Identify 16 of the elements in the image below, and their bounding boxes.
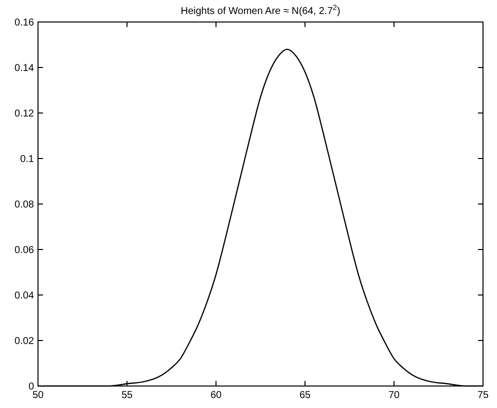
y-tick-label: 0.06 [14, 245, 34, 256]
x-tick-label: 65 [299, 390, 311, 401]
x-tick-label: 50 [32, 390, 44, 401]
y-tick-label: 0.14 [14, 63, 34, 74]
y-tick-label: 0.16 [14, 18, 34, 28]
x-tick-label: 60 [210, 390, 222, 401]
chart-title: Heights of Women Are ≈ N(64, 2.7$^{2}$) [180, 2, 340, 17]
y-tick-label: 0.1 [20, 154, 34, 165]
x-tick-label: 70 [388, 390, 400, 401]
y-tick-label: 0.12 [14, 108, 34, 120]
y-tick-label: 0.02 [14, 336, 34, 347]
y-tick-label: 0.08 [14, 200, 34, 210]
x-tick-label: 75 [477, 390, 489, 401]
y-tick-label: 0 [28, 382, 34, 392]
y-tick-label: 0.04 [14, 290, 34, 302]
x-tick-label: 55 [121, 390, 133, 401]
